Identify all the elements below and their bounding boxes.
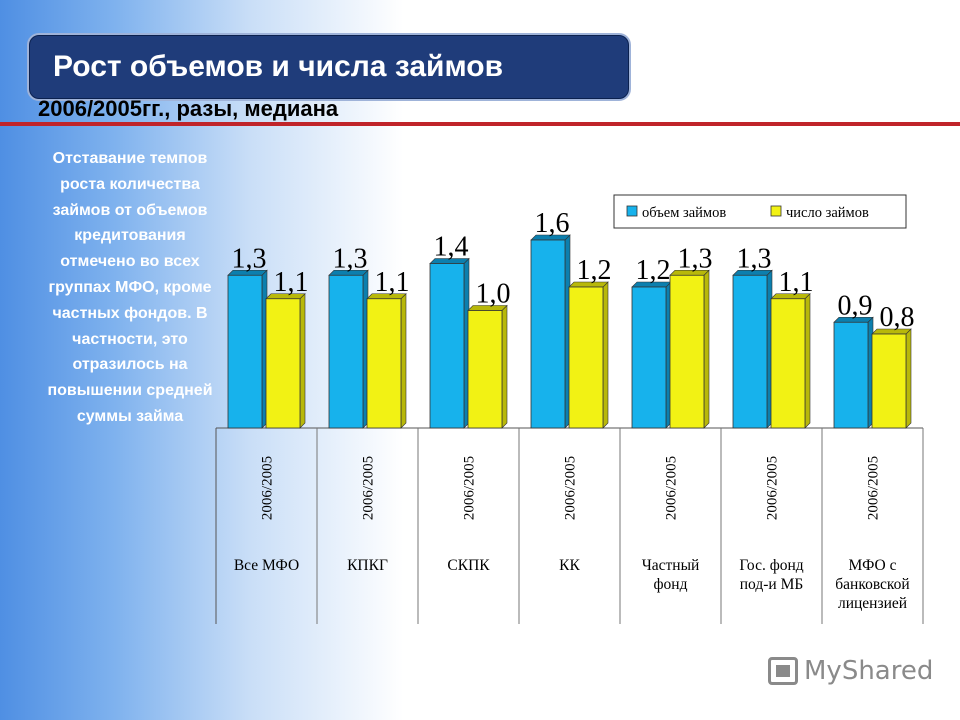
legend-swatch-count [770,205,782,217]
category-tick-label: лицензией [838,595,907,612]
category-tick-label: Все МФО [234,557,299,574]
legend-label-count: число займов [786,205,869,221]
bar-side [501,304,508,429]
data-label: 0,8 [880,302,915,333]
category-tick-label: КК [559,557,580,574]
data-label: 0,9 [838,290,873,321]
category-tick-label: банковской [835,576,909,593]
bar-volume [429,263,465,429]
data-label: 1,4 [434,232,469,263]
bar-volume [833,321,869,429]
bar-side [703,269,710,429]
category-tick-label: фонд [654,576,688,593]
bar-count [467,310,503,429]
data-label: 1,1 [274,267,309,298]
accent-divider [0,122,960,126]
period-tick-label: 2006/2005 [664,456,680,520]
bar-count [770,298,806,429]
watermark-text: MyShared [804,656,934,686]
period-tick-label: 2006/2005 [361,456,377,520]
data-label: 1,2 [577,255,612,286]
side-commentary: Отставание темпов роста количества займо… [47,150,213,425]
slide-title: Рост объемов и числа займов [53,50,504,83]
bar-side [905,328,912,429]
slide-subtitle: 2006/2005гг., разы, медиана [38,96,339,121]
legend-label-volume: объем займов [642,205,726,221]
title-box: Рост объемов и числа займов [27,33,631,101]
bar-count [366,298,402,429]
bar-count [871,333,907,429]
bar-volume [732,274,768,429]
category-tick-label: Гос. фонд [739,557,803,574]
data-label: 1,3 [678,243,713,274]
data-label: 1,1 [779,267,814,298]
bar-count [568,286,604,429]
category-tick-label: СКПК [447,557,490,574]
data-label: 1,1 [375,267,410,298]
data-label: 1,3 [333,243,368,274]
bar-volume [530,239,566,429]
bar-side [400,293,407,429]
bar-count [669,274,705,429]
category-tick-label: Частный [642,557,700,574]
legend-box [613,194,907,229]
watermark: MyShared [768,656,933,686]
bar-volume [631,286,667,429]
data-label: 1,2 [636,255,671,286]
category-tick-label: под-и МБ [740,576,804,593]
bar-volume [227,274,263,429]
category-tick-label: МФО с [849,557,897,574]
period-tick-label: 2006/2005 [462,456,478,520]
myshared-logo-icon [768,657,798,685]
category-tick-label: КПКГ [347,557,388,574]
bar-volume [328,274,364,429]
bar-side [602,281,609,429]
data-label: 1,0 [476,279,511,310]
period-tick-label: 2006/2005 [765,456,781,520]
data-label: 1,3 [737,243,772,274]
legend-swatch-volume [626,205,638,217]
bar-side [299,293,306,429]
bar-side [804,293,811,429]
data-label: 1,6 [535,208,570,239]
data-label: 1,3 [232,243,267,274]
period-tick-label: 2006/2005 [260,456,276,520]
period-tick-label: 2006/2005 [866,456,882,520]
bar-count [265,298,301,429]
period-tick-label: 2006/2005 [563,456,579,520]
